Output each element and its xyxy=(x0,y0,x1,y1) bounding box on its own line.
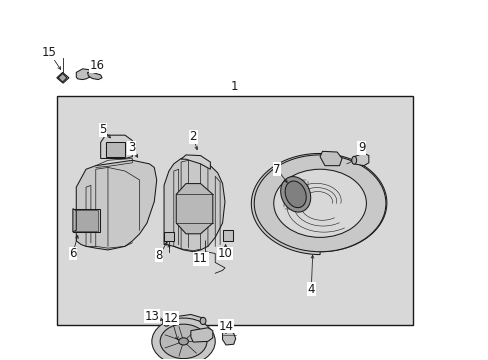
Ellipse shape xyxy=(163,317,170,326)
Text: 12: 12 xyxy=(163,311,179,325)
Polygon shape xyxy=(76,160,157,250)
Ellipse shape xyxy=(351,156,356,164)
Bar xyxy=(57,96,412,325)
Polygon shape xyxy=(176,184,212,234)
Polygon shape xyxy=(181,155,210,169)
Bar xyxy=(75,210,98,231)
Polygon shape xyxy=(101,135,132,158)
Text: 10: 10 xyxy=(217,247,232,260)
Text: 11: 11 xyxy=(193,252,208,265)
Text: 2: 2 xyxy=(189,130,197,144)
Text: 7: 7 xyxy=(273,163,280,176)
Circle shape xyxy=(254,155,385,252)
Circle shape xyxy=(273,169,366,237)
Text: 14: 14 xyxy=(218,320,233,333)
Text: 9: 9 xyxy=(357,141,365,154)
Polygon shape xyxy=(58,73,67,82)
Text: 1: 1 xyxy=(230,80,238,93)
Polygon shape xyxy=(353,153,368,166)
Circle shape xyxy=(160,324,206,359)
Polygon shape xyxy=(87,72,102,80)
Polygon shape xyxy=(166,315,203,328)
Polygon shape xyxy=(76,69,92,80)
Bar xyxy=(73,209,100,232)
Circle shape xyxy=(152,318,215,360)
Text: 5: 5 xyxy=(99,123,106,136)
Text: 13: 13 xyxy=(144,310,159,323)
Circle shape xyxy=(178,338,188,345)
Polygon shape xyxy=(222,230,232,241)
Ellipse shape xyxy=(285,181,305,208)
Polygon shape xyxy=(105,142,125,157)
Polygon shape xyxy=(190,328,212,342)
Text: 16: 16 xyxy=(89,59,104,72)
Polygon shape xyxy=(57,72,69,83)
Text: 4: 4 xyxy=(307,283,314,296)
Ellipse shape xyxy=(280,177,310,212)
Text: 15: 15 xyxy=(42,46,57,59)
Text: 3: 3 xyxy=(127,141,135,154)
Text: 6: 6 xyxy=(69,247,77,260)
Text: 8: 8 xyxy=(155,249,163,262)
Polygon shape xyxy=(251,153,386,255)
Polygon shape xyxy=(73,209,76,232)
Polygon shape xyxy=(320,151,341,166)
Polygon shape xyxy=(222,330,235,345)
Polygon shape xyxy=(163,232,174,241)
Ellipse shape xyxy=(200,318,205,324)
Polygon shape xyxy=(163,157,224,252)
